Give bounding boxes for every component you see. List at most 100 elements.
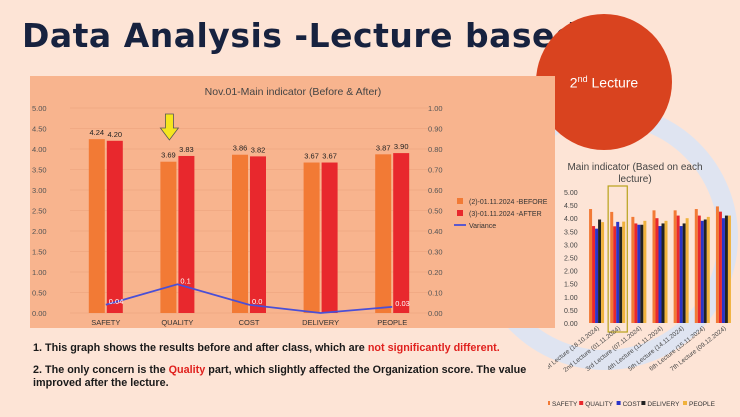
- side-bar-delivery: [619, 226, 623, 323]
- y-tick-label: 1.50: [32, 248, 47, 257]
- y-tick-label: 2.50: [32, 207, 47, 216]
- side-y-tick-label: 1.50: [564, 282, 578, 289]
- side-bar-quality: [697, 215, 701, 323]
- side-bar-safety: [694, 209, 698, 323]
- side-bar-people: [706, 216, 710, 323]
- side-bar-people: [622, 221, 626, 323]
- side-bar-cost: [616, 221, 620, 323]
- side-bar-delivery: [703, 219, 707, 323]
- y2-tick-label: 0.80: [428, 145, 443, 154]
- variance-value-label: 0.1: [180, 276, 190, 285]
- y2-tick-label: 1.00: [428, 104, 443, 113]
- y2-tick-label: 0.90: [428, 125, 443, 134]
- bar-before: [232, 154, 248, 313]
- bar-after: [321, 162, 338, 313]
- side-bar-quality: [613, 226, 617, 323]
- side-bar-cost: [658, 226, 662, 323]
- y2-tick-label: 0.00: [428, 309, 443, 318]
- side-bar-safety: [715, 206, 719, 323]
- side-legend-swatch: [683, 401, 687, 405]
- lecture-indicator-chart: Main indicator (Based on each lecture) 0.0…: [542, 152, 740, 412]
- bar-value-label: 3.82: [251, 145, 266, 154]
- x-tick-label: DELIVERY: [302, 318, 339, 327]
- bar-value-label: 4.24: [89, 128, 104, 137]
- bar-value-label: 3.69: [161, 151, 176, 160]
- x-tick-label: PEOPLE: [377, 318, 407, 327]
- side-legend-swatch: [546, 401, 550, 405]
- side-y-tick-label: 4.00: [564, 216, 578, 223]
- y-tick-label: 3.50: [32, 166, 47, 175]
- bar-value-label: 3.86: [233, 144, 248, 153]
- side-legend-swatch: [641, 401, 646, 405]
- side-chart-title-line2: lecture): [618, 174, 651, 185]
- legend-label: (3)-01.11.2024 -AFTER: [469, 211, 542, 218]
- bar-value-label: 3.67: [322, 152, 337, 161]
- side-bar-safety: [673, 210, 677, 323]
- bar-value-label: 4.20: [107, 130, 122, 139]
- x-tick-label: COST: [239, 318, 260, 327]
- page-title: Data Analysis -Lecture based:: [22, 16, 593, 55]
- side-y-tick-label: 0.00: [564, 321, 578, 328]
- main-chart-svg: Nov.01-Main indicator (Before & After) 0.…: [32, 86, 548, 327]
- side-legend-label: QUALITY: [585, 401, 613, 408]
- side-bar-people: [601, 222, 605, 323]
- side-bar-cost: [595, 228, 599, 323]
- side-legend-label: PEOPLE: [689, 401, 716, 408]
- main-indicator-chart: Nov.01-Main indicator (Before & After) 0.…: [30, 76, 555, 328]
- bar-value-label: 3.87: [376, 143, 391, 152]
- variance-value-label: 0.03: [395, 299, 410, 308]
- y-tick-label: 5.00: [32, 104, 47, 113]
- y-tick-label: 0.00: [32, 309, 47, 318]
- side-bar-quality: [634, 223, 638, 323]
- side-bar-cost: [637, 224, 641, 323]
- variance-value-label: 0.04: [109, 297, 124, 306]
- bar-after: [106, 140, 123, 313]
- bar-value-label: 3.67: [304, 152, 319, 161]
- lecture-badge-label: 2nd Lecture: [569, 73, 639, 91]
- highlight-box: [607, 185, 628, 333]
- side-bar-quality: [676, 215, 680, 323]
- x-tick-label: SAFETY: [91, 318, 120, 327]
- side-chart-title: Main indicator (Based on each: [567, 162, 702, 173]
- variance-value-label: 0.0: [252, 297, 262, 306]
- bar-before: [88, 139, 105, 313]
- side-bar-people: [643, 220, 647, 323]
- bar-after: [393, 153, 410, 313]
- side-bar-delivery: [661, 223, 665, 323]
- chart-title: Nov.01-Main indicator (Before & After): [205, 86, 382, 98]
- y2-tick-label: 0.50: [428, 207, 443, 216]
- side-bar-delivery: [640, 224, 644, 323]
- y2-tick-label: 0.30: [428, 248, 443, 257]
- side-y-tick-label: 5.00: [564, 190, 578, 197]
- side-legend-label: DELIVERY: [647, 401, 680, 408]
- y-tick-label: 0.50: [32, 289, 47, 298]
- side-bar-cost: [721, 218, 725, 323]
- y2-tick-label: 0.70: [428, 166, 443, 175]
- side-bar-people: [685, 218, 689, 323]
- legend-swatch: [457, 198, 463, 204]
- y-tick-label: 2.00: [32, 227, 47, 236]
- side-bar-quality: [655, 218, 659, 323]
- side-y-tick-label: 1.00: [564, 295, 578, 302]
- bar-after: [178, 155, 195, 313]
- bar-value-label: 3.90: [394, 142, 409, 151]
- y2-tick-label: 0.40: [428, 227, 443, 236]
- side-y-tick-label: 2.00: [564, 269, 578, 276]
- side-bar-safety: [610, 211, 614, 323]
- notes: 1. This graph shows the results before a…: [33, 342, 543, 399]
- y2-tick-label: 0.10: [428, 289, 443, 298]
- side-bar-cost: [700, 220, 704, 323]
- side-legend-swatch: [579, 401, 584, 405]
- y-tick-label: 1.00: [32, 268, 47, 277]
- down-arrow-icon: [159, 113, 180, 141]
- side-legend-swatch: [616, 401, 621, 405]
- bar-before: [160, 161, 177, 313]
- y-tick-label: 4.00: [32, 145, 47, 154]
- bar-before: [375, 154, 392, 313]
- lecture-badge: 2nd Lecture: [536, 14, 672, 150]
- side-y-tick-label: 3.00: [564, 242, 578, 249]
- bar-after: [250, 156, 266, 313]
- side-bar-people: [664, 220, 668, 323]
- side-bar-delivery: [682, 223, 686, 323]
